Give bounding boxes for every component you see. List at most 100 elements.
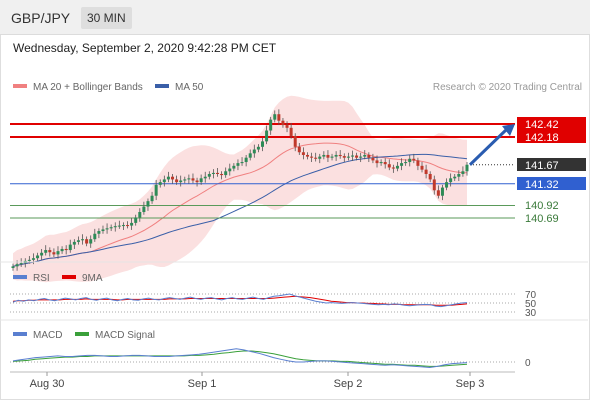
- macd-signal-legend-swatch: [75, 332, 89, 336]
- forecast-arrow: [468, 124, 515, 166]
- candle-body: [48, 250, 52, 253]
- rsi-line: [12, 293, 468, 308]
- macd-signal-legend-label: MACD Signal: [95, 330, 155, 341]
- candle-body: [301, 152, 305, 155]
- candle-body: [379, 162, 383, 164]
- candlesticks: [11, 109, 469, 271]
- rsi-level-label-30: 30: [525, 308, 537, 319]
- ma20-legend-label: MA 20 + Bollinger Bands: [33, 82, 143, 93]
- level-tag-142-42: [517, 117, 586, 130]
- candle-body: [252, 149, 256, 154]
- candle-body: [19, 263, 23, 265]
- candle-body: [453, 176, 457, 179]
- candle-body: [220, 173, 224, 176]
- candle-body: [81, 239, 85, 241]
- ma50-line: [12, 153, 468, 267]
- level-label-142-18: 142.18: [525, 132, 559, 144]
- candle-body: [138, 212, 142, 218]
- candle-body: [391, 167, 395, 169]
- candle-body: [56, 251, 60, 255]
- candle-body: [285, 125, 289, 128]
- candle-body: [203, 176, 207, 179]
- candle-body: [326, 154, 330, 158]
- macd-line: [12, 348, 468, 369]
- candle-body: [236, 163, 240, 166]
- macd-panel: 0: [10, 348, 531, 369]
- rsi-legend-swatch: [13, 275, 27, 279]
- candle-body: [142, 206, 146, 213]
- candle-body: [248, 153, 252, 158]
- level-label-141-67: 141.67: [525, 160, 559, 172]
- macd-zero-label: 0: [525, 358, 531, 369]
- rsi-legend-label: RSI: [33, 273, 50, 284]
- x-axis-ticks: Aug 30 Sep 1 Sep 2 Sep 3: [30, 372, 485, 390]
- candle-body: [461, 171, 465, 174]
- candle-body: [277, 114, 281, 121]
- symbol-label: GBP/JPY: [11, 10, 71, 26]
- candle-body: [150, 195, 154, 202]
- ma20-legend-swatch: [13, 84, 27, 88]
- ma50-legend-label: MA 50: [175, 82, 204, 93]
- macd-legend-swatch: [13, 332, 27, 336]
- level-tag-142-18: [517, 130, 586, 143]
- candle-body: [314, 157, 318, 159]
- candle-body: [166, 176, 170, 180]
- candle-body: [334, 154, 338, 157]
- candle-body: [297, 146, 301, 153]
- candle-body: [72, 241, 76, 245]
- candle-body: [199, 178, 203, 183]
- top-bar: GBP/JPY 30 MIN: [0, 0, 590, 35]
- candle-body: [310, 156, 314, 158]
- candle-body: [330, 156, 334, 158]
- candle-body: [346, 156, 350, 158]
- candle-body: [89, 239, 93, 244]
- moving-averages: [12, 142, 468, 267]
- candle-body: [289, 127, 293, 136]
- candle-body: [134, 217, 138, 223]
- candle-body: [154, 184, 158, 196]
- candle-body: [36, 255, 40, 259]
- candle-body: [179, 180, 183, 183]
- candle-body: [412, 158, 416, 161]
- candle-body: [117, 225, 121, 227]
- candle-body: [269, 119, 273, 131]
- x-tick-label: Sep 3: [456, 378, 485, 390]
- candle-body: [322, 154, 326, 157]
- candle-body: [31, 258, 35, 260]
- forecast-arrow-head: [502, 124, 515, 136]
- candle-body: [436, 190, 440, 196]
- candle-body: [64, 248, 68, 251]
- candle-body: [146, 201, 150, 207]
- candle-body: [350, 155, 354, 157]
- candle-body: [228, 168, 232, 172]
- candle-body: [293, 135, 297, 147]
- candle-body: [260, 141, 264, 147]
- candle-body: [44, 250, 48, 253]
- candle-body: [158, 182, 162, 185]
- candle-body: [359, 156, 363, 158]
- candle-body: [207, 173, 211, 177]
- level-tag-141-67: [517, 158, 586, 171]
- candle-body: [109, 227, 113, 229]
- chart-datetime: Wednesday, September 2, 2020 9:42:28 PM …: [13, 41, 277, 55]
- candle-body: [11, 266, 15, 268]
- ma50-legend-swatch: [155, 84, 169, 88]
- forecast-arrow-line: [468, 127, 509, 166]
- candle-body: [126, 225, 130, 227]
- candle-body: [171, 176, 175, 180]
- timeframe-button[interactable]: 30 MIN: [81, 7, 132, 29]
- x-tick-label: Sep 1: [188, 378, 217, 390]
- candle-body: [273, 114, 277, 120]
- candle-body: [387, 164, 391, 168]
- candle-body: [216, 172, 220, 174]
- candle-body: [113, 226, 117, 228]
- candle-body: [355, 155, 359, 158]
- candle-body: [191, 178, 195, 181]
- level-label-140-69: 140.69: [525, 213, 559, 225]
- candle-body: [40, 252, 44, 256]
- candle-body: [265, 130, 269, 142]
- candle-body: [52, 252, 56, 255]
- candle-body: [400, 163, 404, 166]
